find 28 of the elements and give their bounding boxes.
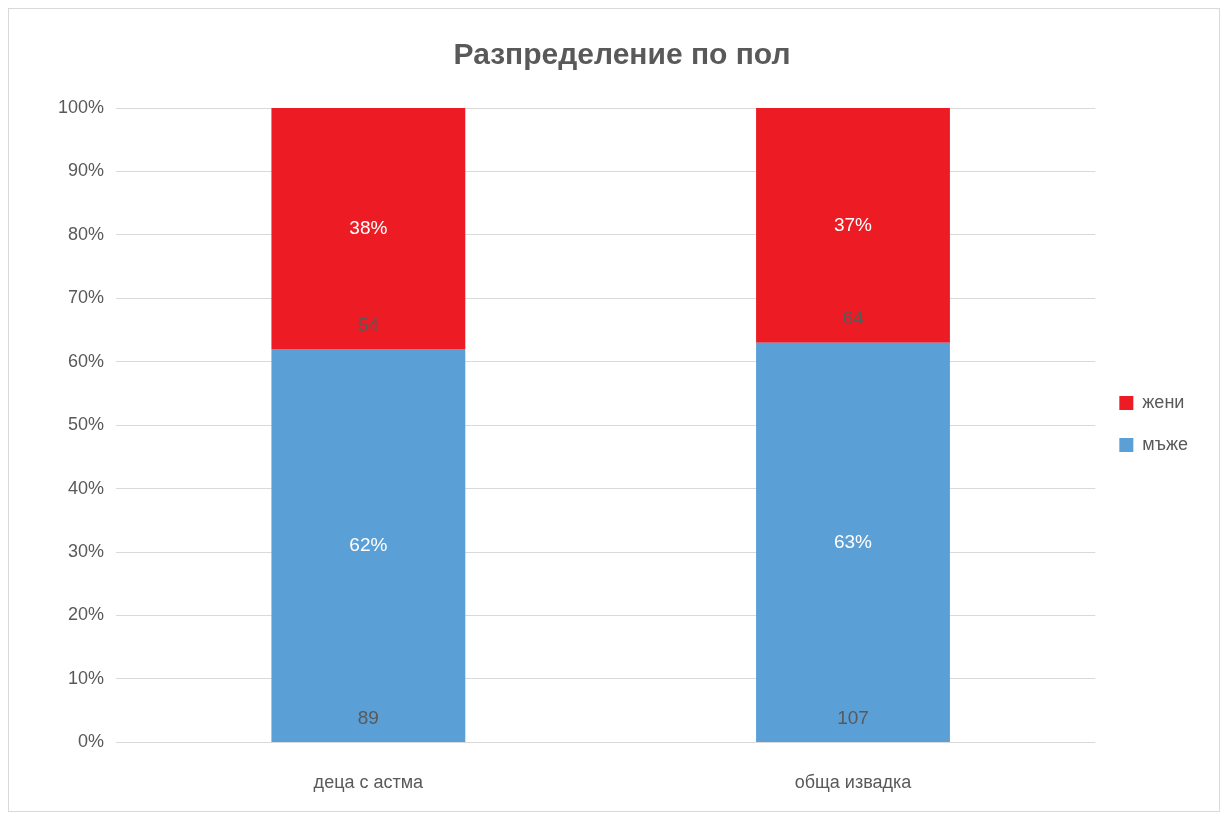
- data-label: 38%: [349, 216, 388, 238]
- bar: [271, 349, 466, 742]
- y-tick-label: 30%: [68, 541, 105, 562]
- y-tick-label: 70%: [68, 287, 105, 308]
- y-tick-label: 80%: [68, 223, 105, 244]
- legend-label: мъже: [1142, 433, 1189, 454]
- annotation: 107: [837, 707, 869, 729]
- data-label: 63%: [833, 530, 873, 552]
- x-tick-label: обща извадка: [794, 772, 913, 793]
- bar: [271, 108, 466, 350]
- annotation: 89: [357, 707, 379, 729]
- y-tick-label: 20%: [68, 604, 105, 625]
- y-tick-label: 60%: [68, 350, 105, 371]
- y-tick-label: 100%: [57, 96, 105, 117]
- bar: [756, 342, 950, 742]
- annotation: 64: [842, 307, 864, 329]
- y-tick-label: 0%: [78, 731, 105, 752]
- y-tick-label: 40%: [68, 477, 105, 498]
- bar: [756, 108, 950, 343]
- data-label: 37%: [833, 213, 873, 235]
- x-tick-label: деца с астма: [313, 772, 425, 793]
- y-tick-label: 90%: [68, 160, 105, 181]
- legend-label: жени: [1142, 391, 1185, 412]
- y-tick-label: 50%: [68, 414, 105, 435]
- y-tick-label: 10%: [68, 667, 105, 688]
- chart-title: Разпределение по пол: [453, 37, 791, 71]
- data-label: 62%: [349, 533, 388, 555]
- annotation: 54: [357, 313, 380, 335]
